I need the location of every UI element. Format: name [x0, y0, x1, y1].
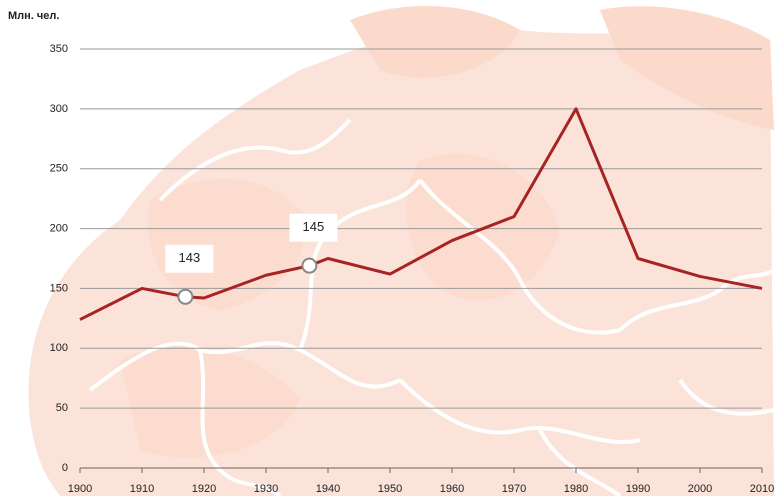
- y-tick-label: 0: [62, 462, 68, 474]
- x-tick-label: 1900: [68, 483, 92, 495]
- y-tick-label: 50: [56, 402, 68, 414]
- y-axis-label: Млн. чел.: [8, 10, 59, 22]
- y-tick-label: 350: [50, 43, 68, 55]
- x-tick-label: 1920: [192, 483, 216, 495]
- x-tick-label: 2000: [688, 483, 712, 495]
- annotation-marker: [177, 288, 194, 305]
- y-tick-label: 150: [50, 282, 68, 294]
- x-tick-label: 1960: [440, 483, 464, 495]
- y-tick-label: 250: [50, 163, 68, 175]
- x-tick-label: 2010: [750, 483, 774, 495]
- x-tick-label: 1980: [564, 483, 588, 495]
- annotation-marker: [301, 257, 318, 274]
- x-tick-label: 1970: [502, 483, 526, 495]
- annotation-text: 143: [179, 250, 201, 265]
- x-tick-label: 1940: [316, 483, 340, 495]
- y-tick-label: 100: [50, 342, 68, 354]
- x-tick-label: 1930: [254, 483, 278, 495]
- background-map: [28, 6, 774, 496]
- y-tick-label: 200: [50, 222, 68, 234]
- annotation-box: [165, 244, 214, 273]
- y-tick-label: 300: [50, 103, 68, 115]
- x-tick-label: 1990: [626, 483, 650, 495]
- x-tick-label: 1910: [130, 483, 154, 495]
- annotation-text: 145: [303, 219, 325, 234]
- annotation-box: [289, 213, 338, 242]
- x-tick-label: 1950: [378, 483, 402, 495]
